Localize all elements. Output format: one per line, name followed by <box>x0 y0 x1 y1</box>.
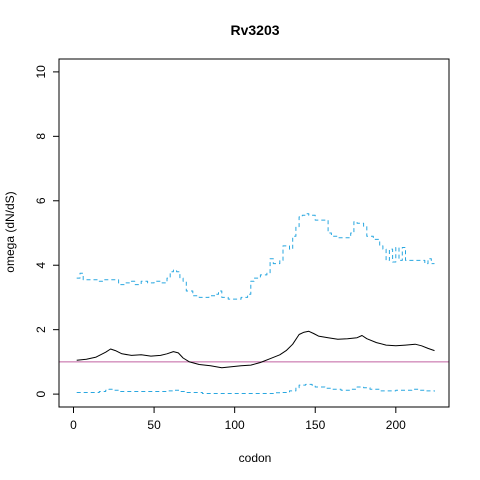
y-tick-label: 10 <box>34 65 48 79</box>
x-tick-label: 100 <box>225 418 245 432</box>
x-tick-label: 200 <box>386 418 406 432</box>
x-tick-label: 0 <box>70 418 77 432</box>
y-tick-label: 8 <box>34 133 48 140</box>
x-tick-label: 150 <box>305 418 325 432</box>
y-tick-label: 6 <box>34 197 48 204</box>
axes: 0 50 100 150 200 0 2 4 6 8 10 <box>34 65 406 432</box>
series-line-2 <box>76 383 435 394</box>
y-tick-label: 2 <box>34 326 48 333</box>
y-tick-label: 0 <box>34 390 48 397</box>
x-tick-label: 50 <box>147 418 161 432</box>
series-line-0 <box>76 330 435 369</box>
x-axis-label: codon <box>239 451 272 465</box>
chart-title: Rv3203 <box>230 22 279 38</box>
y-tick-label: 4 <box>34 262 48 269</box>
plot-area <box>59 213 449 394</box>
series-line-1 <box>76 213 435 300</box>
y-axis-label: omega (dN/dS) <box>3 191 17 272</box>
plot-frame <box>58 58 450 408</box>
